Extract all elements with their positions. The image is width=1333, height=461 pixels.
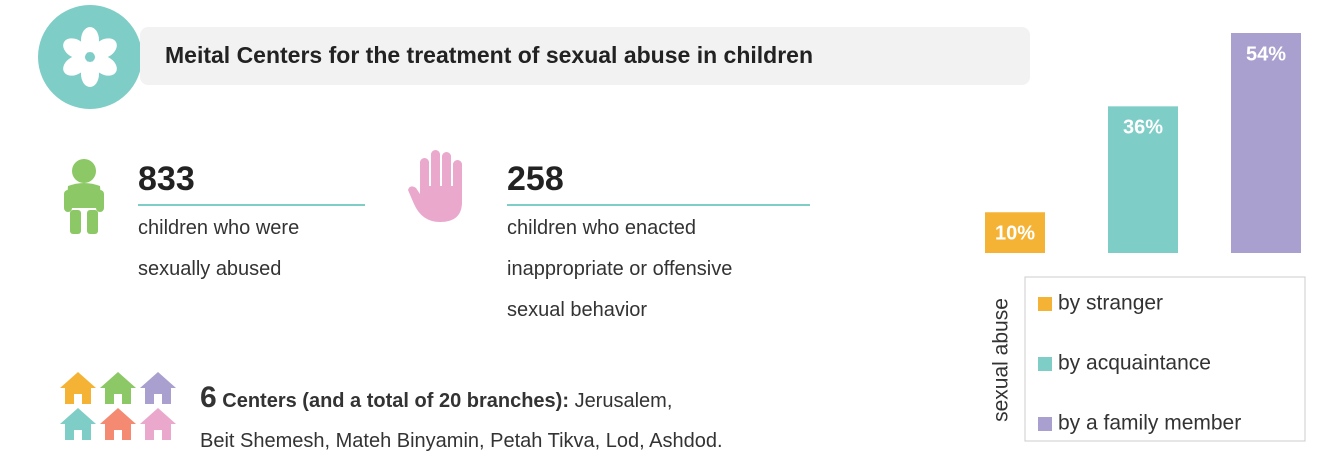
legend-label: by acquaintance: [1058, 352, 1211, 375]
centers-line: Beit Shemesh, Mateh Binyamin, Petah Tikv…: [200, 430, 723, 452]
centers-count: 6: [200, 381, 217, 414]
bar: [985, 212, 1045, 253]
centers-line: Jerusalem,: [574, 390, 673, 412]
data-label: 36%: [1123, 117, 1163, 139]
line: children who were: [138, 217, 300, 239]
legend-swatch: [1038, 357, 1052, 371]
data-label: 10%: [995, 223, 1035, 245]
line: sexual behavior: [507, 299, 648, 321]
data-label: 54%: [1246, 43, 1286, 65]
houses-icon: [60, 372, 176, 440]
legend-title: sexual abuse: [990, 298, 1013, 422]
child-icon: [64, 159, 104, 234]
logo: [38, 5, 142, 109]
stat-number: 833: [138, 160, 195, 198]
legend-label: by stranger: [1058, 292, 1163, 315]
line: 6 Centers (and a total of 20 branches): …: [200, 378, 723, 421]
stat-number: 258: [507, 160, 564, 198]
centers-text: 6 Centers (and a total of 20 branches): …: [200, 378, 723, 461]
legend-swatch: [1038, 297, 1052, 311]
centers-heading: Centers (and a total of 20 branches):: [222, 390, 569, 412]
line: inappropriate or offensive: [507, 258, 733, 280]
line: sexually abused: [138, 258, 282, 280]
legend-box: [1024, 276, 1306, 442]
chart: sexual abuse 10% by stranger 36% by acquain…: [985, 33, 1306, 442]
legend-swatch: [1038, 417, 1052, 431]
rule: [507, 204, 810, 206]
stat-description: children who were sexually abused: [138, 208, 299, 290]
hand-icon: [408, 150, 462, 222]
line: children who enacted: [507, 217, 697, 239]
title: Meital Centers for the treatment of sexu…: [165, 42, 813, 68]
title-bar: [140, 27, 1030, 85]
bar: [1108, 106, 1178, 253]
legend-label: by a family member: [1058, 412, 1241, 435]
stat-description: children who enacted inappropriate or of…: [507, 208, 732, 331]
bar: [1231, 33, 1301, 253]
rule: [138, 204, 365, 206]
